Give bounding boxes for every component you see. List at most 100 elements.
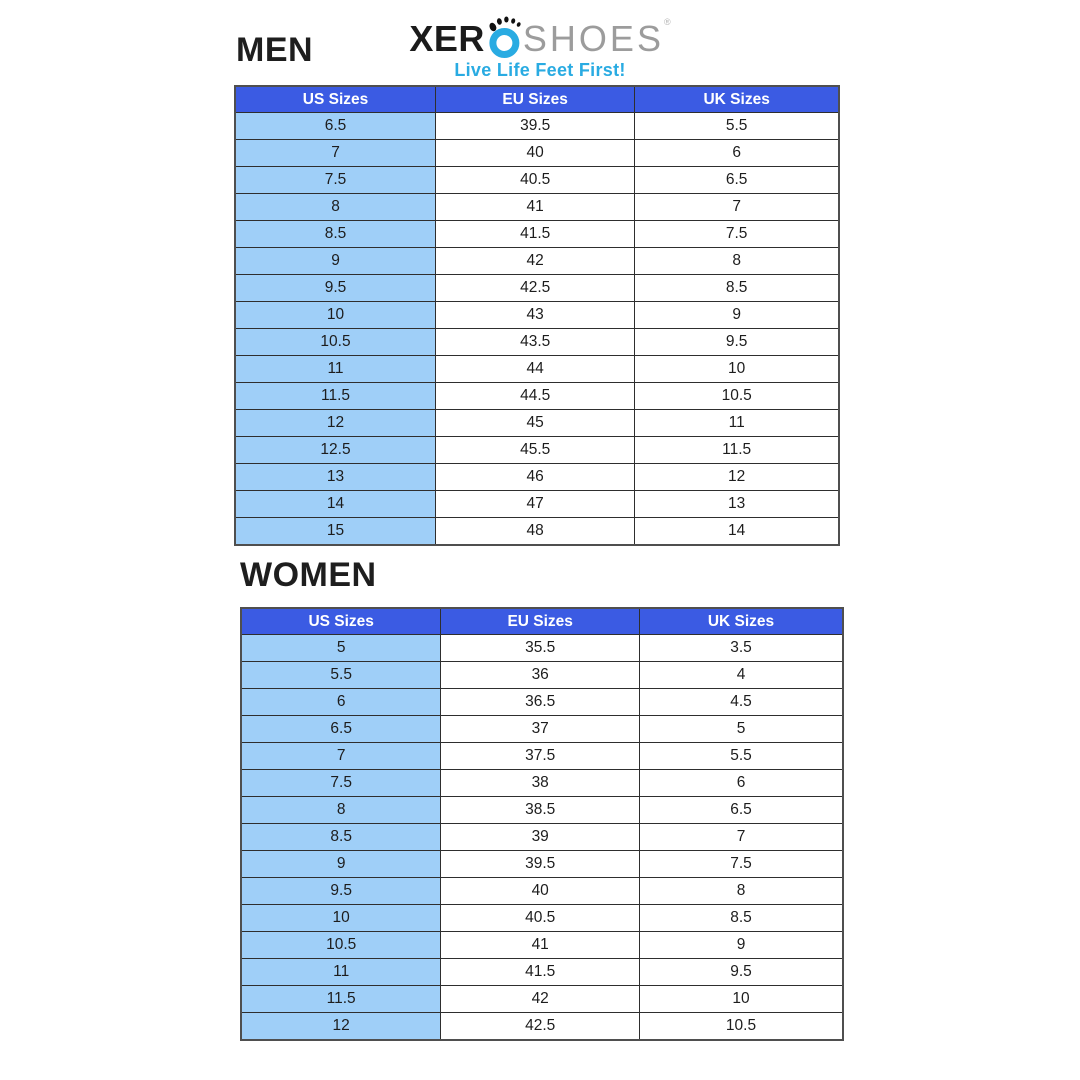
women-uk-sizes-header: UK Sizes bbox=[639, 607, 844, 635]
table-row: 12 45 11 bbox=[234, 409, 840, 437]
uk-size-cell: 8.5 bbox=[634, 274, 840, 302]
uk-size-cell: 5.5 bbox=[634, 112, 840, 140]
table-row: 8 38.5 6.5 bbox=[240, 796, 844, 824]
logo-text-shoes: SHOES bbox=[522, 18, 664, 59]
eu-size-cell: 39 bbox=[440, 823, 641, 851]
eu-size-cell: 44.5 bbox=[435, 382, 636, 410]
eu-size-cell: 36.5 bbox=[440, 688, 641, 716]
uk-size-cell: 5 bbox=[639, 715, 844, 743]
eu-size-cell: 37 bbox=[440, 715, 641, 743]
us-size-cell: 6.5 bbox=[240, 715, 442, 743]
table-row: 7.5 40.5 6.5 bbox=[234, 166, 840, 194]
uk-size-cell: 8 bbox=[634, 247, 840, 275]
eu-size-cell: 41 bbox=[440, 931, 641, 959]
uk-size-cell: 7 bbox=[639, 823, 844, 851]
eu-size-cell: 45.5 bbox=[435, 436, 636, 464]
table-row: 8 41 7 bbox=[234, 193, 840, 221]
uk-size-cell: 14 bbox=[634, 517, 840, 546]
eu-size-cell: 37.5 bbox=[440, 742, 641, 770]
us-size-cell: 10 bbox=[240, 904, 442, 932]
logo-wordmark: XER SHOES ® bbox=[409, 14, 671, 59]
registered-mark: ® bbox=[663, 17, 671, 27]
table-row: 9 39.5 7.5 bbox=[240, 850, 844, 878]
us-size-cell: 8 bbox=[234, 193, 437, 221]
men-header-row: US Sizes EU Sizes UK Sizes bbox=[234, 85, 840, 113]
eu-size-cell: 45 bbox=[435, 409, 636, 437]
uk-size-cell: 12 bbox=[634, 463, 840, 491]
us-size-cell: 10.5 bbox=[234, 328, 437, 356]
us-size-cell: 7.5 bbox=[234, 166, 437, 194]
table-row: 10 40.5 8.5 bbox=[240, 904, 844, 932]
table-row: 5.5 36 4 bbox=[240, 661, 844, 689]
xero-shoes-logo: XER SHOES ® Live Life Feet First! bbox=[409, 14, 671, 81]
uk-size-cell: 9.5 bbox=[634, 328, 840, 356]
uk-size-cell: 6.5 bbox=[639, 796, 844, 824]
uk-size-cell: 7.5 bbox=[639, 850, 844, 878]
eu-size-cell: 41.5 bbox=[440, 958, 641, 986]
table-row: 11.5 42 10 bbox=[240, 985, 844, 1013]
table-row: 9.5 42.5 8.5 bbox=[234, 274, 840, 302]
us-size-cell: 12 bbox=[234, 409, 437, 437]
us-size-cell: 6 bbox=[240, 688, 442, 716]
eu-size-cell: 42.5 bbox=[435, 274, 636, 302]
foot-o-icon bbox=[488, 16, 521, 58]
us-size-cell: 6.5 bbox=[234, 112, 437, 140]
eu-size-cell: 48 bbox=[435, 517, 636, 546]
us-size-cell: 5.5 bbox=[240, 661, 442, 689]
us-size-cell: 8.5 bbox=[234, 220, 437, 248]
uk-size-cell: 3.5 bbox=[639, 634, 844, 662]
table-row: 7 37.5 5.5 bbox=[240, 742, 844, 770]
us-size-cell: 11.5 bbox=[240, 985, 442, 1013]
table-row: 12.5 45.5 11.5 bbox=[234, 436, 840, 464]
us-size-cell: 8.5 bbox=[240, 823, 442, 851]
eu-size-cell: 42 bbox=[435, 247, 636, 275]
eu-size-cell: 40.5 bbox=[435, 166, 636, 194]
us-size-cell: 10 bbox=[234, 301, 437, 329]
table-row: 10.5 43.5 9.5 bbox=[234, 328, 840, 356]
us-size-cell: 14 bbox=[234, 490, 437, 518]
table-row: 6.5 37 5 bbox=[240, 715, 844, 743]
eu-size-cell: 40 bbox=[440, 877, 641, 905]
table-row: 5 35.5 3.5 bbox=[240, 634, 844, 662]
uk-size-cell: 10 bbox=[639, 985, 844, 1013]
eu-size-cell: 47 bbox=[435, 490, 636, 518]
us-size-cell: 9 bbox=[240, 850, 442, 878]
table-row: 11 44 10 bbox=[234, 355, 840, 383]
eu-size-cell: 40 bbox=[435, 139, 636, 167]
eu-size-cell: 43 bbox=[435, 301, 636, 329]
us-size-cell: 9 bbox=[234, 247, 437, 275]
eu-size-cell: 39.5 bbox=[435, 112, 636, 140]
uk-size-cell: 8.5 bbox=[639, 904, 844, 932]
women-size-table: US Sizes EU Sizes UK Sizes 5 35.5 3.5 5.5 36… bbox=[240, 607, 844, 1041]
us-size-cell: 9.5 bbox=[234, 274, 437, 302]
men-section-title: MEN bbox=[236, 31, 314, 69]
table-row: 13 46 12 bbox=[234, 463, 840, 491]
logo-tagline: Live Life Feet First! bbox=[454, 60, 626, 80]
eu-size-cell: 38.5 bbox=[440, 796, 641, 824]
uk-size-cell: 7 bbox=[634, 193, 840, 221]
us-size-cell: 11 bbox=[240, 958, 442, 986]
women-header-row: US Sizes EU Sizes UK Sizes bbox=[240, 607, 844, 635]
uk-size-cell: 10 bbox=[634, 355, 840, 383]
uk-size-cell: 7.5 bbox=[634, 220, 840, 248]
uk-size-cell: 9 bbox=[634, 301, 840, 329]
table-row: 7 40 6 bbox=[234, 139, 840, 167]
table-row: 8.5 41.5 7.5 bbox=[234, 220, 840, 248]
eu-size-cell: 41.5 bbox=[435, 220, 636, 248]
uk-size-cell: 4.5 bbox=[639, 688, 844, 716]
men-uk-sizes-header: UK Sizes bbox=[634, 85, 840, 113]
table-row: 7.5 38 6 bbox=[240, 769, 844, 797]
us-size-cell: 5 bbox=[240, 634, 442, 662]
eu-size-cell: 38 bbox=[440, 769, 641, 797]
us-size-cell: 12.5 bbox=[234, 436, 437, 464]
us-size-cell: 12 bbox=[240, 1012, 442, 1041]
men-eu-sizes-header: EU Sizes bbox=[435, 85, 636, 113]
us-size-cell: 11 bbox=[234, 355, 437, 383]
us-size-cell: 13 bbox=[234, 463, 437, 491]
eu-size-cell: 36 bbox=[440, 661, 641, 689]
eu-size-cell: 42 bbox=[440, 985, 641, 1013]
uk-size-cell: 9 bbox=[639, 931, 844, 959]
us-size-cell: 9.5 bbox=[240, 877, 442, 905]
us-size-cell: 11.5 bbox=[234, 382, 437, 410]
